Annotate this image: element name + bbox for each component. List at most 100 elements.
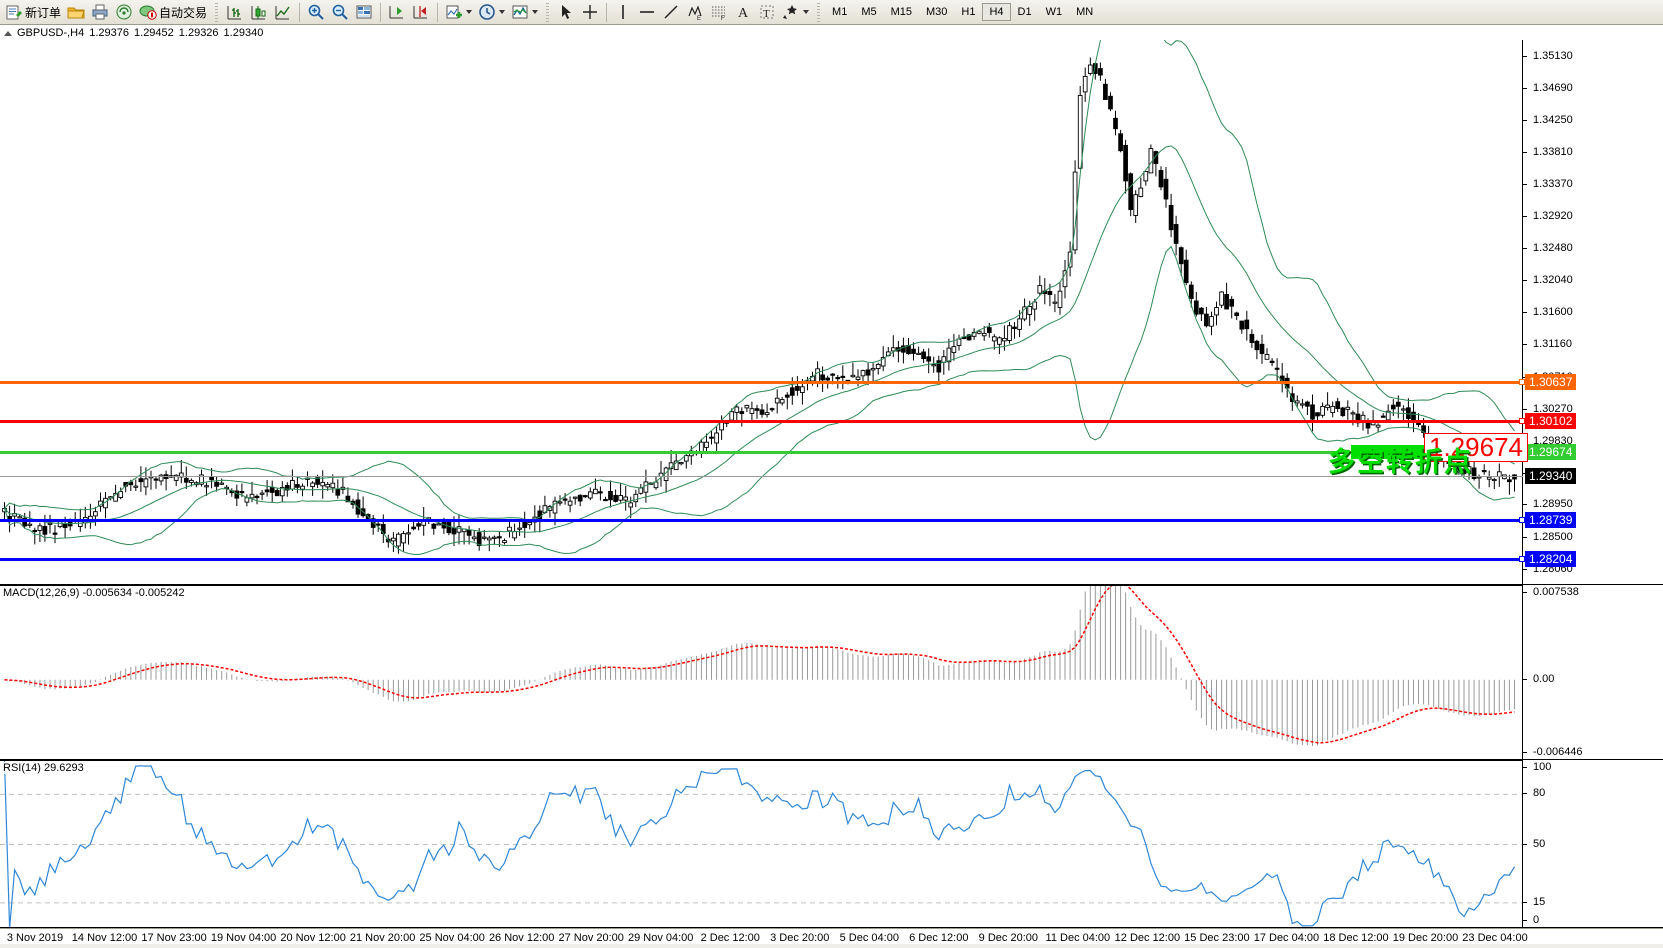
- svg-text:T: T: [763, 8, 770, 20]
- price-tick: 1.33370: [1523, 178, 1573, 190]
- rsi-scale[interactable]: 100 80 50 15 0: [1523, 760, 1663, 928]
- print-button[interactable]: [88, 1, 112, 24]
- price-tick: 1.33810: [1523, 146, 1573, 158]
- timeframe-d1[interactable]: D1: [1017, 6, 1032, 18]
- signal-icon: [115, 3, 133, 21]
- time-axis[interactable]: 3 Nov 2019 14 Nov 12:00 17 Nov 23:00 19 Nov…: [0, 928, 1663, 948]
- text-button[interactable]: A: [731, 1, 755, 24]
- toolbar-separator-4: [606, 2, 608, 22]
- candle-chart-button[interactable]: [247, 1, 271, 24]
- time-label: 17 Nov 23:00: [141, 932, 207, 944]
- signal-button[interactable]: [112, 1, 136, 24]
- timeframe-h1[interactable]: H1: [961, 6, 976, 18]
- chevron-down-icon[interactable]: [466, 10, 473, 14]
- horizontal-line-button[interactable]: [635, 1, 659, 24]
- price-tag-pivot-green: 1.29674: [1525, 443, 1577, 460]
- rsi-tick: 100: [1523, 761, 1551, 773]
- zoom-out-button[interactable]: [328, 1, 352, 24]
- rsi-pane[interactable]: RSI(14) 29.6293: [0, 760, 1523, 928]
- price-chart-pane[interactable]: [0, 40, 1523, 585]
- macd-pane[interactable]: MACD(12,26,9) -0.005634 -0.005242: [0, 585, 1523, 760]
- timeframe-h4[interactable]: H4: [982, 3, 1011, 21]
- text-label-button[interactable]: T: [755, 1, 779, 24]
- level-line-handle[interactable]: [1519, 379, 1525, 386]
- data-window-icon: [355, 3, 373, 21]
- level-line-handle[interactable]: [1519, 516, 1525, 523]
- timeframe-m5[interactable]: M5: [861, 6, 877, 18]
- toolbar-grip-1[interactable]: [213, 2, 221, 22]
- time-label: 21 Nov 20:00: [349, 932, 416, 944]
- toolbar-grip-3[interactable]: [815, 2, 823, 22]
- price-tag-resistance-orange: 1.30637: [1525, 374, 1577, 391]
- chevron-down-icon[interactable]: [499, 10, 506, 14]
- price-candles-svg: [2, 40, 1517, 556]
- autotrading-icon: [139, 3, 157, 21]
- price-tick: 1.35130: [1523, 50, 1573, 62]
- level-line-body: [0, 419, 1523, 423]
- crosshair-button[interactable]: [578, 1, 602, 24]
- price-tick: 1.32040: [1523, 274, 1573, 286]
- folder-icon: [67, 3, 85, 21]
- vertical-line-icon: [614, 3, 632, 21]
- time-label: 11 Dec 04:00: [1045, 932, 1111, 944]
- status-bar: [0, 944, 1663, 948]
- timeframe-mn[interactable]: MN: [1076, 6, 1094, 18]
- price-tick: 1.28950: [1523, 498, 1573, 510]
- fibonacci-button[interactable]: F: [707, 1, 731, 24]
- toolbar-grip-2[interactable]: [544, 2, 552, 22]
- time-label: 5 Dec 04:00: [839, 932, 899, 944]
- zoom-in-button[interactable]: [304, 1, 328, 24]
- macd-svg: [4, 586, 1515, 746]
- chart-shift-button[interactable]: [409, 1, 433, 24]
- toolbar-separator-1: [299, 2, 301, 22]
- symbol-info-bar: GBPUSD-,H4 1.29376 1.29452 1.29326 1.293…: [0, 26, 263, 40]
- timeframe-m1[interactable]: M1: [832, 6, 848, 18]
- templates-icon: [511, 3, 529, 21]
- timeframe-w1[interactable]: W1: [1045, 6, 1063, 18]
- price-tag-support-blue-2: 1.28204: [1525, 550, 1577, 567]
- price-tick: 1.30270: [1523, 403, 1573, 415]
- level-line-handle[interactable]: [1519, 555, 1525, 562]
- time-label: 26 Nov 12:00: [488, 932, 555, 944]
- folder-button[interactable]: [64, 1, 88, 24]
- candle-chart-icon: [250, 3, 268, 21]
- price-scale[interactable]: 1.35130 1.34690 1.34250 1.33810 1.33370 1.329…: [1523, 40, 1663, 585]
- level-line-handle[interactable]: [1519, 417, 1525, 424]
- shapes-button[interactable]: [779, 1, 812, 24]
- time-label: 18 Dec 12:00: [1323, 932, 1389, 944]
- pivot-callout-label[interactable]: 1.29674: [1424, 432, 1528, 463]
- timeframe-m15[interactable]: M15: [890, 6, 912, 18]
- level-line-body: [0, 381, 1523, 385]
- svg-text:E: E: [697, 16, 701, 21]
- elliott-wave-button[interactable]: E: [683, 1, 707, 24]
- auto-scroll-button[interactable]: [385, 1, 409, 24]
- cursor-button[interactable]: [554, 1, 578, 24]
- print-icon: [91, 3, 109, 21]
- collapse-triangle-icon[interactable]: [4, 30, 12, 36]
- macd-scale[interactable]: 0.007538 0.00 -0.006446: [1523, 585, 1663, 760]
- time-label: 15 Dec 23:00: [1184, 932, 1250, 944]
- clock-icon: [478, 3, 496, 21]
- chevron-down-icon[interactable]: [803, 10, 810, 14]
- bar-chart-icon: [226, 3, 244, 21]
- new-order-icon: [5, 3, 23, 21]
- trendline-button[interactable]: [659, 1, 683, 24]
- period-button[interactable]: [475, 1, 508, 24]
- chevron-down-icon[interactable]: [532, 10, 539, 14]
- turning-point-note[interactable]: 多空转折点: [1328, 447, 1473, 478]
- bar-chart-button[interactable]: [223, 1, 247, 24]
- zoom-out-icon: [331, 3, 349, 21]
- data-window-button[interactable]: [352, 1, 376, 24]
- line-chart-button[interactable]: [271, 1, 295, 24]
- add-indicator-button[interactable]: [442, 1, 475, 24]
- time-label: 19 Nov 04:00: [210, 932, 277, 944]
- rsi-tick: 15: [1523, 896, 1545, 908]
- macd-label: MACD(12,26,9) -0.005634 -0.005242: [3, 587, 185, 599]
- price-tag-support-blue-1: 1.28739: [1525, 511, 1577, 528]
- timeframe-m30[interactable]: M30: [926, 6, 948, 18]
- autotrading-button[interactable]: 自动交易: [136, 1, 210, 24]
- templates-button[interactable]: [508, 1, 541, 24]
- time-label: 12 Dec 12:00: [1114, 932, 1181, 944]
- new-order-button[interactable]: 新订单: [2, 1, 64, 24]
- vertical-line-button[interactable]: [611, 1, 635, 24]
